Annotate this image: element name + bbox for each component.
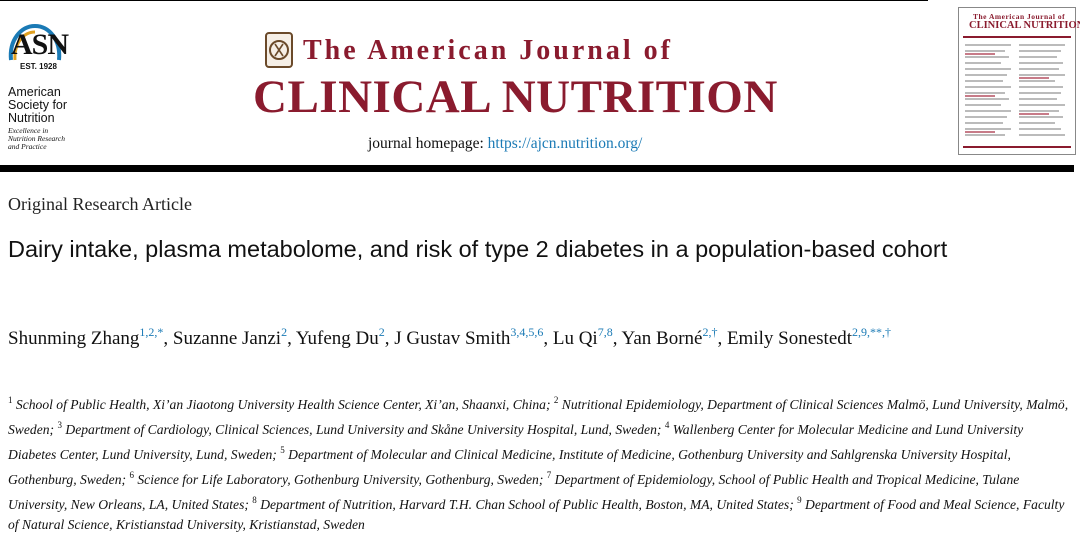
asn-letters: ASN xyxy=(11,28,69,61)
homepage-link[interactable]: https://ajcn.nutrition.org/ xyxy=(487,135,643,152)
cover-title-line2: CLINICAL NUTRITION xyxy=(969,20,1080,31)
author-affiliation-marks[interactable]: 2 xyxy=(281,325,288,339)
journal-title-line2: CLINICAL NUTRITION xyxy=(253,71,778,123)
author-affiliation-marks[interactable]: 7,8 xyxy=(597,325,613,339)
asn-logo[interactable]: ASN EST. 1928 American Society for Nutri… xyxy=(0,0,90,160)
author-affiliation-marks[interactable]: 2 xyxy=(378,325,385,339)
affiliation-text: Nutritional Epidemiology, Department of … xyxy=(8,397,1069,437)
society-name: American Society for Nutrition xyxy=(8,86,88,125)
author-name[interactable]: J Gustav Smith xyxy=(394,328,511,349)
affiliation-text: Department of Molecular and Clinical Med… xyxy=(8,447,1011,487)
author-affiliation-marks[interactable]: 2,† xyxy=(702,325,718,339)
journal-title-line1: The American Journal of xyxy=(303,35,673,66)
author-name[interactable]: Yan Borné xyxy=(621,328,703,349)
affiliation-text: Science for Life Laboratory, Gothenburg … xyxy=(137,472,544,487)
author-name[interactable]: Yufeng Du xyxy=(295,328,379,349)
cover-contents-graphic xyxy=(963,36,1071,148)
affiliation-text: Wallenberg Center for Molecular Medicine… xyxy=(8,422,1024,462)
affiliation-number: 1 xyxy=(8,395,13,405)
affiliation-number: 5 xyxy=(280,445,285,455)
author-affiliation-marks[interactable]: 1,2,* xyxy=(139,325,164,339)
homepage-label: journal homepage: xyxy=(368,135,484,152)
society-tagline-line: Excellence in xyxy=(8,126,49,135)
society-name-line: Society for xyxy=(8,98,68,112)
author-affiliation-marks[interactable]: 3,4,5,6 xyxy=(510,325,544,339)
asn-logo-mark-icon xyxy=(8,23,62,61)
affiliations: 1 School of Public Health, Xi’an Jiaoton… xyxy=(8,390,1072,535)
affiliation-number: 3 xyxy=(57,420,62,430)
affiliation-number: 8 xyxy=(252,495,257,505)
society-tagline-line: and Practice xyxy=(8,142,47,151)
affiliation-text: School of Public Health, Xi’an Jiaotong … xyxy=(15,397,551,412)
affiliation-number: 2 xyxy=(553,395,559,405)
journal-emblem-icon xyxy=(265,32,293,68)
article-title: Dairy intake, plasma metabolome, and ris… xyxy=(8,236,948,262)
affiliation-text: Department of Cardiology, Clinical Scien… xyxy=(65,422,662,437)
affiliation-number: 7 xyxy=(546,470,552,480)
author-name[interactable]: Shunming Zhang xyxy=(8,328,140,349)
asn-est: EST. 1928 xyxy=(20,62,57,71)
author-affiliation-marks[interactable]: 2,9,**,† xyxy=(852,325,892,339)
affiliation-text: Department of Food and Meal Science, Fac… xyxy=(8,497,1065,532)
article-type: Original Research Article xyxy=(8,194,192,214)
header-top-rule xyxy=(0,0,928,1)
society-name-line: Nutrition xyxy=(8,111,55,125)
author-list: Shunming Zhang1,2,*, Suzanne Janzi2, Yuf… xyxy=(8,325,892,349)
journal-homepage: journal homepage: https://ajcn.nutrition… xyxy=(368,135,642,153)
society-tagline: Excellence in Nutrition Research and Pra… xyxy=(8,127,88,151)
author-name[interactable]: Emily Sonestedt xyxy=(726,328,853,349)
society-tagline-line: Nutrition Research xyxy=(8,134,66,143)
affiliation-number: 4 xyxy=(664,420,670,430)
header-divider xyxy=(0,165,1074,172)
affiliation-text: Department of Nutrition, Harvard T.H. Ch… xyxy=(260,497,794,512)
affiliation-number: 6 xyxy=(129,470,134,480)
affiliation-text: Department of Epidemiology, School of Pu… xyxy=(8,472,1020,512)
affiliation-number: 9 xyxy=(797,495,802,505)
society-name-line: American xyxy=(8,85,61,99)
journal-cover-thumbnail[interactable]: The American Journal of CLINICAL NUTRITI… xyxy=(958,7,1080,155)
author-name[interactable]: Suzanne Janzi xyxy=(172,328,282,349)
author-name[interactable]: Lu Qi xyxy=(552,328,598,349)
cover-title-line1: The American Journal of xyxy=(973,12,1066,21)
